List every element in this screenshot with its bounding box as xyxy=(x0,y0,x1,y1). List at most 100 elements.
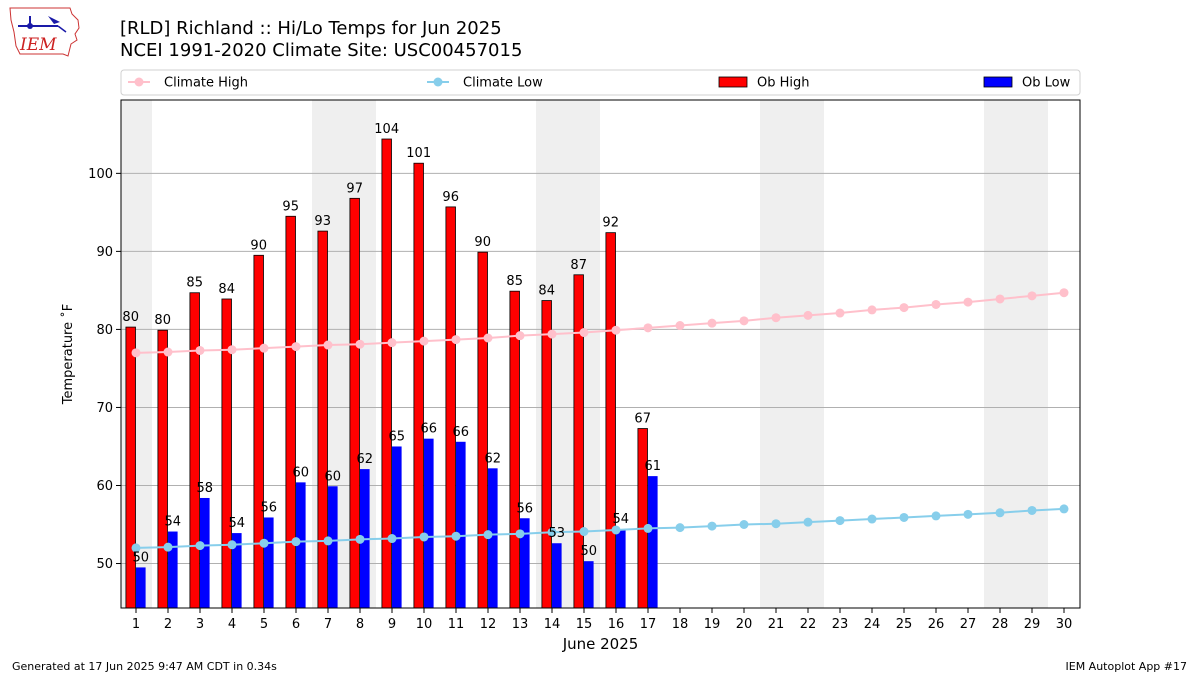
ob-high-bar xyxy=(413,162,424,609)
ob-low-label: 61 xyxy=(645,459,662,474)
ob-low-label: 62 xyxy=(357,452,374,467)
climate-high-point xyxy=(579,328,589,338)
climate-low-point xyxy=(643,523,653,533)
climate-low-point xyxy=(195,541,205,551)
ob-low-bar xyxy=(232,533,242,608)
ob-low-bar xyxy=(328,486,338,608)
climate-high-point xyxy=(419,336,429,346)
y-tick-label: 50 xyxy=(96,557,113,572)
x-tick-label: 22 xyxy=(800,617,817,632)
y-axis-label: Temperature ˚F xyxy=(60,304,76,405)
legend-entry: Climate High xyxy=(164,76,248,91)
ob-low-label: 56 xyxy=(261,500,278,515)
climate-high-point xyxy=(387,338,397,348)
ob-low-bar xyxy=(392,446,402,608)
ob-low-bar xyxy=(552,543,562,608)
x-tick-label: 25 xyxy=(896,617,913,632)
climate-high-point xyxy=(1027,291,1037,301)
x-tick-label: 1 xyxy=(132,617,140,632)
ob-high-label: 90 xyxy=(250,238,267,253)
ob-high-label: 67 xyxy=(634,412,651,427)
climate-high-point xyxy=(803,310,813,320)
ob-low-label: 58 xyxy=(197,481,214,496)
x-tick-label: 13 xyxy=(512,617,529,632)
ob-low-bar xyxy=(264,517,274,608)
ob-high-bar xyxy=(541,300,552,609)
ob-low-bar xyxy=(456,441,466,608)
climate-low-point xyxy=(163,542,173,552)
ob-low-label: 54 xyxy=(613,512,630,527)
climate-low-point xyxy=(1059,504,1069,514)
climate-low-point xyxy=(579,527,589,537)
x-tick-label: 19 xyxy=(704,617,721,632)
x-tick-label: 16 xyxy=(608,617,625,632)
ob-low-bar xyxy=(488,468,498,608)
x-tick-label: 29 xyxy=(1024,617,1041,632)
x-tick-label: 20 xyxy=(736,617,753,632)
x-axis-label: June 2025 xyxy=(562,635,639,653)
ob-low-bar xyxy=(424,438,434,608)
climate-low-point xyxy=(419,532,429,542)
climate-low-point xyxy=(547,527,557,537)
x-tick-label: 15 xyxy=(576,617,593,632)
ob-low-label: 60 xyxy=(325,469,342,484)
x-tick-label: 11 xyxy=(448,617,465,632)
ob-high-bar xyxy=(125,326,136,609)
ob-low-label: 50 xyxy=(133,550,150,565)
ob-high-label: 104 xyxy=(374,122,399,137)
ob-high-bar xyxy=(605,232,616,609)
climate-high-point xyxy=(483,333,493,343)
ob-low-label: 66 xyxy=(421,422,438,437)
climate-low-point xyxy=(931,511,941,521)
chart-subtitle: NCEI 1991-2020 Climate Site: USC00457015 xyxy=(120,40,523,61)
ob-high-label: 85 xyxy=(506,274,523,289)
climate-high-point xyxy=(899,303,909,313)
climate-high-point xyxy=(163,347,173,357)
legend-point-marker xyxy=(134,77,144,87)
ob-low-bar xyxy=(616,529,626,608)
climate-high-point xyxy=(515,331,525,341)
climate-low-point xyxy=(131,543,141,553)
climate-high-point xyxy=(195,345,205,355)
climate-high-point xyxy=(675,321,685,331)
x-tick-label: 12 xyxy=(480,617,497,632)
iem-logo: IEM xyxy=(8,6,82,64)
x-tick-label: 21 xyxy=(768,617,785,632)
ob-high-bar xyxy=(477,251,488,609)
x-tick-label: 24 xyxy=(864,617,881,632)
ob-high-label: 84 xyxy=(218,282,235,297)
climate-low-point xyxy=(355,534,365,544)
ob-high-bar xyxy=(637,428,648,609)
climate-high-point xyxy=(771,313,781,323)
climate-high-point xyxy=(739,316,749,326)
x-tick-label: 9 xyxy=(388,617,396,632)
x-tick-label: 2 xyxy=(164,617,172,632)
climate-high-point xyxy=(227,345,237,355)
x-tick-label: 14 xyxy=(544,617,561,632)
climate-high-point xyxy=(611,325,621,335)
x-tick-label: 26 xyxy=(928,617,945,632)
x-tick-label: 17 xyxy=(640,617,657,632)
ob-low-label: 66 xyxy=(453,425,470,440)
logo-text: IEM xyxy=(19,35,57,55)
climate-low-point xyxy=(707,521,717,531)
x-tick-label: 3 xyxy=(196,617,204,632)
weekend-band xyxy=(984,100,1048,608)
ob-high-bar xyxy=(253,254,264,609)
climate-low-point xyxy=(739,520,749,530)
y-tick-label: 80 xyxy=(96,323,113,338)
climate-low-point xyxy=(867,514,877,524)
y-tick-label: 70 xyxy=(96,401,113,416)
climate-high-line xyxy=(135,291,1065,354)
ob-high-label: 84 xyxy=(538,284,555,299)
ob-low-label: 54 xyxy=(229,516,246,531)
ob-high-label: 95 xyxy=(282,199,299,214)
ob-high-label: 80 xyxy=(122,310,139,325)
climate-high-point xyxy=(931,299,941,309)
legend-bar-marker xyxy=(718,76,748,88)
climate-high-point xyxy=(291,342,301,352)
climate-high-point xyxy=(355,339,365,349)
ob-low-label: 65 xyxy=(389,429,406,444)
climate-high-point xyxy=(707,318,717,328)
ob-low-bar xyxy=(296,482,306,608)
